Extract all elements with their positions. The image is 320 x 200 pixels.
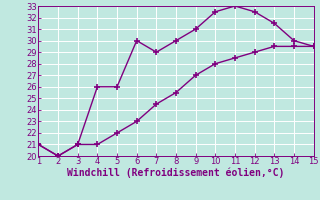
X-axis label: Windchill (Refroidissement éolien,°C): Windchill (Refroidissement éolien,°C) xyxy=(67,168,285,178)
